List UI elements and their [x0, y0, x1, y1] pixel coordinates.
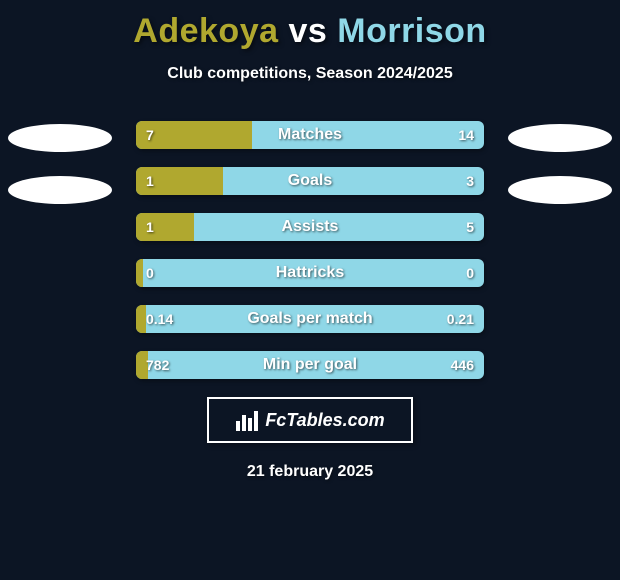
- portrait-right-2: [508, 176, 612, 204]
- footer-logo-text: FcTables.com: [265, 410, 384, 431]
- stat-label: Hattricks: [136, 259, 484, 287]
- stat-bar: 0.140.21Goals per match: [136, 305, 484, 333]
- footer-logo[interactable]: FcTables.com: [207, 397, 413, 443]
- portrait-left-2: [8, 176, 112, 204]
- footer-date: 21 february 2025: [0, 463, 620, 481]
- title-vs: vs: [288, 12, 327, 50]
- title-player1: Adekoya: [133, 12, 278, 50]
- portrait-left-1: [8, 124, 112, 152]
- stat-label: Goals: [136, 167, 484, 195]
- stat-bar: 13Goals: [136, 167, 484, 195]
- stat-label: Matches: [136, 121, 484, 149]
- title-player2: Morrison: [337, 12, 486, 50]
- stat-label: Min per goal: [136, 351, 484, 379]
- stat-bar: 15Assists: [136, 213, 484, 241]
- stat-bar: 782446Min per goal: [136, 351, 484, 379]
- stat-label: Assists: [136, 213, 484, 241]
- subtitle: Club competitions, Season 2024/2025: [0, 65, 620, 83]
- page-title: Adekoya vs Morrison: [0, 0, 620, 51]
- stat-label: Goals per match: [136, 305, 484, 333]
- bar-chart-icon: [235, 409, 259, 431]
- comparison-card: Adekoya vs Morrison Club competitions, S…: [0, 0, 620, 580]
- portrait-right-1: [508, 124, 612, 152]
- stat-bar: 714Matches: [136, 121, 484, 149]
- stat-bar: 00Hattricks: [136, 259, 484, 287]
- stats-bars: 714Matches 13Goals 15Assists 00Hattricks 0.1…: [136, 121, 484, 379]
